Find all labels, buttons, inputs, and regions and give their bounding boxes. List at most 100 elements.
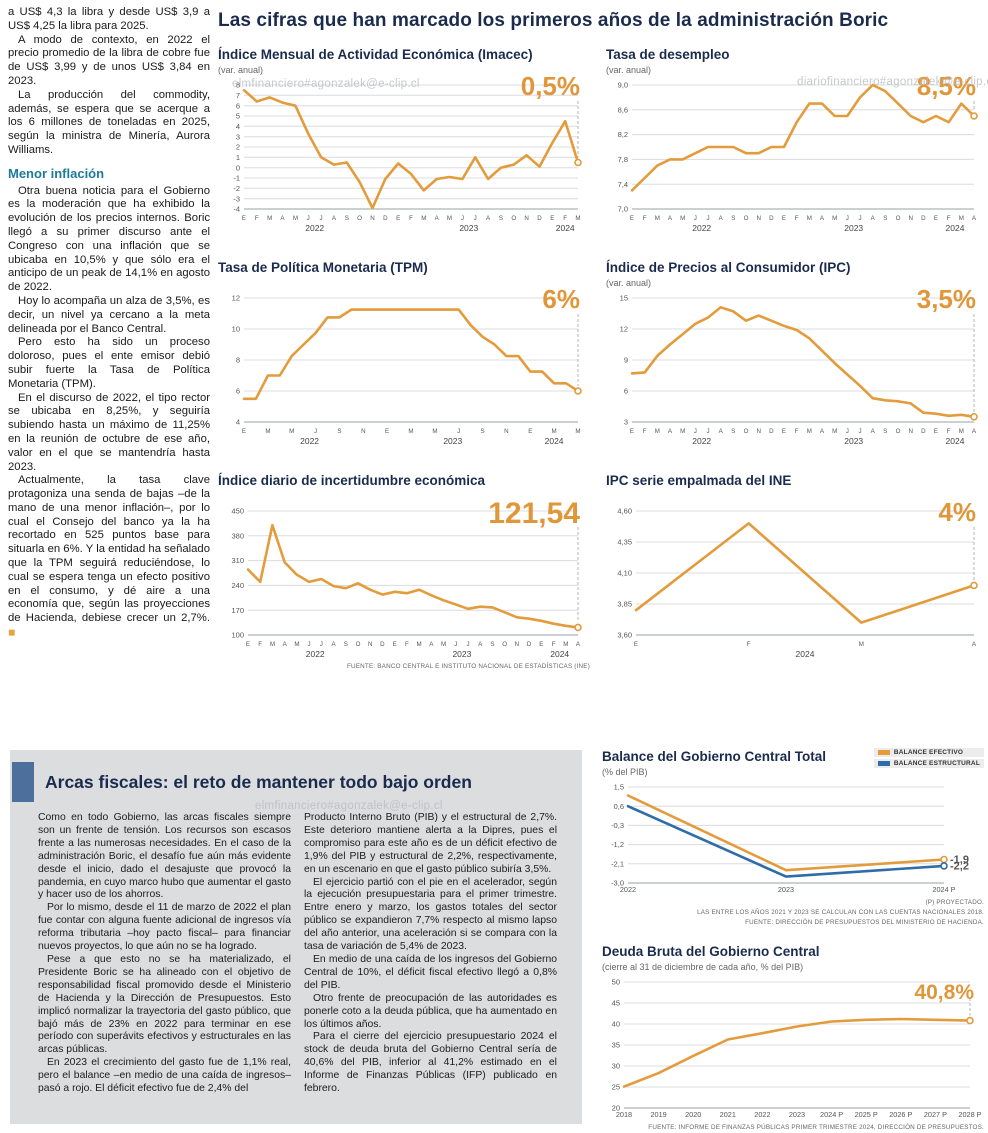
x-tick-label: N (368, 641, 372, 648)
chart-incertidumbre: Índice diario de incertidumbre económica… (218, 472, 590, 671)
chart-highlight-value: 6% (542, 284, 580, 314)
paragraph: Como en todo Gobierno, las arcas fiscale… (38, 812, 291, 901)
y-tick-label: 240 (231, 581, 244, 590)
x-tick-label: D (537, 215, 542, 222)
x-tick-label: A (972, 428, 977, 435)
x-tick-label: 2026 P (889, 1110, 912, 1119)
y-tick-label: 20 (612, 1104, 620, 1113)
y-tick-label: 3 (624, 418, 628, 427)
x-tick-label: 2018 (616, 1110, 632, 1119)
x-tick-label: D (383, 215, 388, 222)
y-tick-label: -3,0 (611, 879, 624, 888)
year-label: 2023 (844, 436, 863, 446)
x-tick-label: 2019 (650, 1110, 666, 1119)
chart-source-note: (P) PROYECTADO. (925, 899, 984, 906)
end-marker (940, 862, 948, 870)
series-line (626, 804, 946, 878)
x-tick-label: O (502, 641, 507, 648)
x-tick-label: M (959, 215, 964, 222)
x-tick-label: O (896, 428, 901, 435)
article-end-mark: ◼ (8, 627, 16, 638)
y-tick-label: 3,60 (617, 631, 632, 640)
chart-title: Índice de Precios al Consumidor (IPC) (606, 260, 851, 275)
y-tick-label: 4,35 (617, 538, 632, 547)
chart-balance: Balance del Gobierno Central Total BALANC… (602, 748, 984, 927)
x-tick-label: N (370, 215, 374, 222)
chart-source-note: FUENTE: BANCO CENTRAL E INSTITUTO NACION… (346, 663, 590, 670)
x-tick-label: J (307, 215, 310, 222)
x-tick-label: A (668, 215, 673, 222)
x-tick-label: S (481, 428, 485, 435)
x-tick-label: 2025 P (855, 1110, 878, 1119)
chart-canvas: 8 7 6 5 4 3 2 1 0 -1 -2 -3 -4 E F M A M J J A S O N D E F M A M J J A S O N… (218, 73, 590, 235)
y-tick-label: 15 (620, 294, 628, 303)
x-tick-label: A (332, 641, 337, 648)
chart-title: Tasa de desempleo (606, 47, 730, 62)
x-tick-label: N (515, 641, 519, 648)
y-tick-label: 4,10 (617, 569, 632, 578)
y-tick-label: 2 (236, 143, 240, 152)
y-tick-label: 310 (231, 556, 244, 565)
paragraph-text: Actualmente, la tasa clave protagoniza u… (8, 474, 210, 625)
y-tick-label: 6 (236, 387, 240, 396)
y-tick-label: 7,8 (618, 155, 628, 164)
end-marker (966, 1016, 974, 1025)
x-tick-label: A (478, 641, 483, 648)
x-tick-label: D (769, 215, 774, 222)
arcas-panel: Arcas fiscales: el reto de mantener todo… (10, 750, 582, 1124)
x-tick-label: J (308, 641, 311, 648)
series-line (242, 88, 580, 210)
x-tick-label: E (934, 428, 938, 435)
chart-imacec: Índice Mensual de Actividad Económica (I… (218, 46, 590, 235)
x-tick-label: A (972, 641, 977, 648)
legend-item: BALANCE EFECTIVO (873, 748, 984, 757)
y-tick-label: 1 (236, 153, 240, 162)
x-tick-label: J (454, 641, 457, 648)
x-tick-label: A (429, 641, 434, 648)
y-tick-label: 9 (624, 356, 628, 365)
x-tick-label: F (255, 215, 259, 222)
end-marker (574, 158, 582, 167)
y-tick-label: 25 (612, 1083, 620, 1092)
x-tick-label: M (575, 215, 580, 222)
series-end-label: -2,2 (950, 860, 969, 872)
charts-section: Las cifras que han marcado los primeros … (218, 10, 986, 671)
x-tick-label: M (265, 428, 270, 435)
x-tick-label: N (756, 215, 760, 222)
chart-source-note: FUENTE: INFORME DE FINANZAS PÚBLICAS PRI… (648, 1124, 984, 1131)
y-tick-label: 4,60 (617, 507, 632, 516)
year-label: 2024 (556, 223, 575, 233)
chart-subtitle: (var. anual) (218, 65, 264, 75)
x-tick-label: M (807, 215, 812, 222)
x-tick-label: S (337, 428, 341, 435)
x-tick-label: M (807, 428, 812, 435)
x-tick-label: J (846, 428, 849, 435)
paragraph: En el discurso de 2022, el tipo rector s… (8, 391, 210, 473)
x-tick-label: 2020 (685, 1110, 701, 1119)
year-label: 2023 (844, 223, 863, 233)
paragraph: Por lo mismo, desde el 11 de marzo de 20… (38, 902, 291, 953)
y-tick-label: 7,4 (618, 180, 628, 189)
x-tick-label: M (270, 641, 275, 648)
x-tick-label: D (380, 641, 385, 648)
x-tick-label: E (246, 641, 250, 648)
x-tick-label: M (417, 641, 422, 648)
x-tick-label: M (655, 215, 660, 222)
x-tick-label: J (846, 215, 849, 222)
year-label: 2022 (305, 223, 324, 233)
y-tick-label: 7 (236, 91, 240, 100)
y-tick-label: 3 (236, 132, 240, 141)
x-tick-label: A (972, 215, 977, 222)
x-tick-label: M (680, 215, 685, 222)
paragraph: a US$ 4,3 la libra y desde US$ 3,9 a US$… (8, 6, 210, 32)
x-tick-label: D (527, 641, 532, 648)
x-tick-label: F (409, 215, 413, 222)
x-tick-label: O (357, 215, 362, 222)
x-tick-label: F (747, 641, 751, 648)
y-tick-label: 3,85 (617, 600, 632, 609)
x-tick-label: M (552, 428, 557, 435)
arcas-title: Arcas fiscales: el reto de mantener todo… (45, 771, 472, 792)
x-tick-label: S (883, 215, 887, 222)
series-line (622, 1017, 972, 1088)
